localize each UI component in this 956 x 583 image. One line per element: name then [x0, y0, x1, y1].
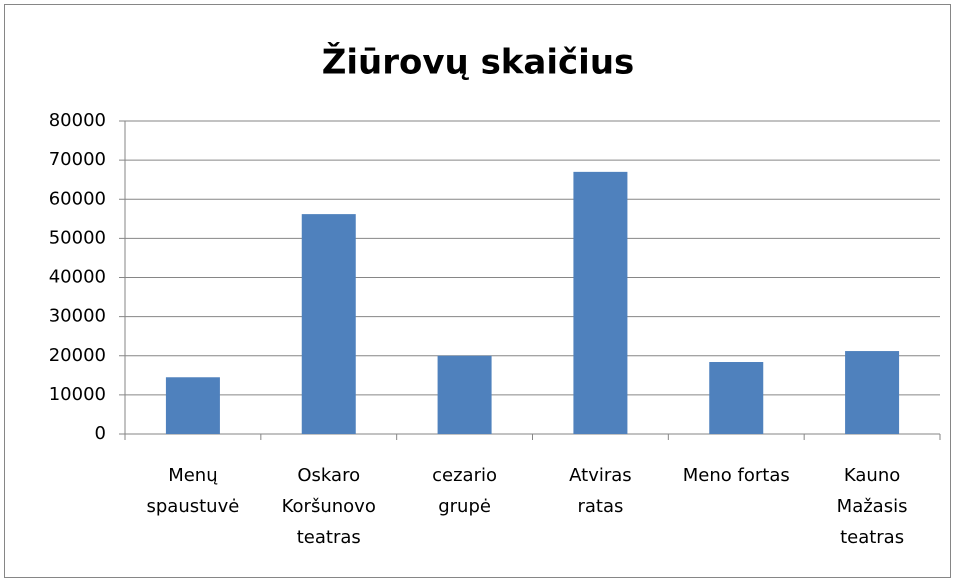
x-tick-label: Menų	[168, 465, 218, 486]
y-tick-label: 70000	[49, 149, 106, 170]
bar	[301, 214, 356, 434]
y-tick-label: 40000	[49, 267, 106, 288]
bar	[573, 171, 628, 435]
x-tick-label: Koršunovo	[282, 496, 376, 517]
bar	[437, 355, 492, 434]
x-tick-label: teatras	[297, 527, 361, 548]
x-tick-label: spaustuvė	[147, 496, 240, 517]
y-tick-label: 10000	[49, 384, 106, 405]
y-tick-label: 0	[95, 423, 106, 444]
bar	[165, 377, 220, 434]
x-tick-label: Oskaro	[297, 465, 360, 486]
y-tick-label: 20000	[49, 345, 106, 366]
chart-title: Žiūrovų skaičius	[322, 42, 635, 83]
x-tick-label: Mažasis	[837, 496, 908, 517]
x-tick-label: cezario	[432, 465, 497, 486]
x-tick-label: Atviras	[569, 465, 632, 486]
x-tick-label: grupė	[438, 496, 491, 517]
x-tick-label: Meno fortas	[683, 465, 790, 486]
x-tick-label: ratas	[577, 496, 623, 517]
y-tick-label: 60000	[49, 188, 106, 209]
y-tick-label: 50000	[49, 227, 106, 248]
y-tick-label: 30000	[49, 306, 106, 327]
y-tick-label: 80000	[49, 110, 106, 131]
bar	[709, 362, 764, 434]
chart-frame	[4, 4, 951, 578]
x-tick-label: Kauno	[844, 465, 900, 486]
x-tick-label: teatras	[840, 527, 904, 548]
bar	[845, 351, 900, 434]
